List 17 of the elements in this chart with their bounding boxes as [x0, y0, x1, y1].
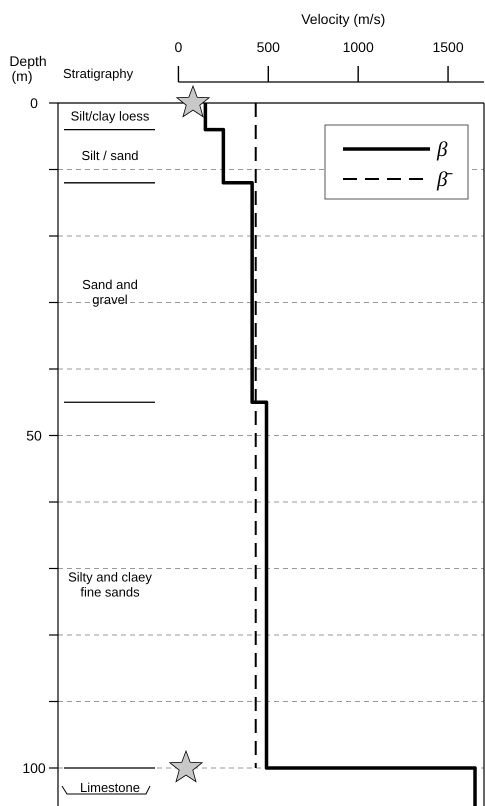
x-tick-label: 500 — [256, 39, 280, 55]
annotation: Silt/clay loess — [70, 108, 150, 124]
legend-label: β̄ — [436, 167, 454, 191]
y-tick-label: 0 — [30, 95, 38, 111]
x-axis-title: Velocity (m/s) — [301, 11, 386, 27]
legend-label: β — [436, 137, 448, 161]
x-tick-label: 0 — [174, 39, 183, 55]
annotation: Silty and claey fine sands — [68, 570, 152, 600]
text: Stratigraphy — [63, 66, 134, 81]
x-tick-label: 1500 — [432, 39, 464, 55]
y-tick-label: 100 — [22, 760, 46, 776]
annotation: Sand and gravel — [82, 277, 138, 308]
x-tick-label: 1000 — [342, 39, 374, 55]
annotation: Silt / sand — [81, 148, 139, 164]
y-axis-title: Depth (m) — [9, 53, 47, 84]
annotation: Limestone — [80, 780, 140, 795]
y-tick-label: 50 — [26, 428, 42, 444]
